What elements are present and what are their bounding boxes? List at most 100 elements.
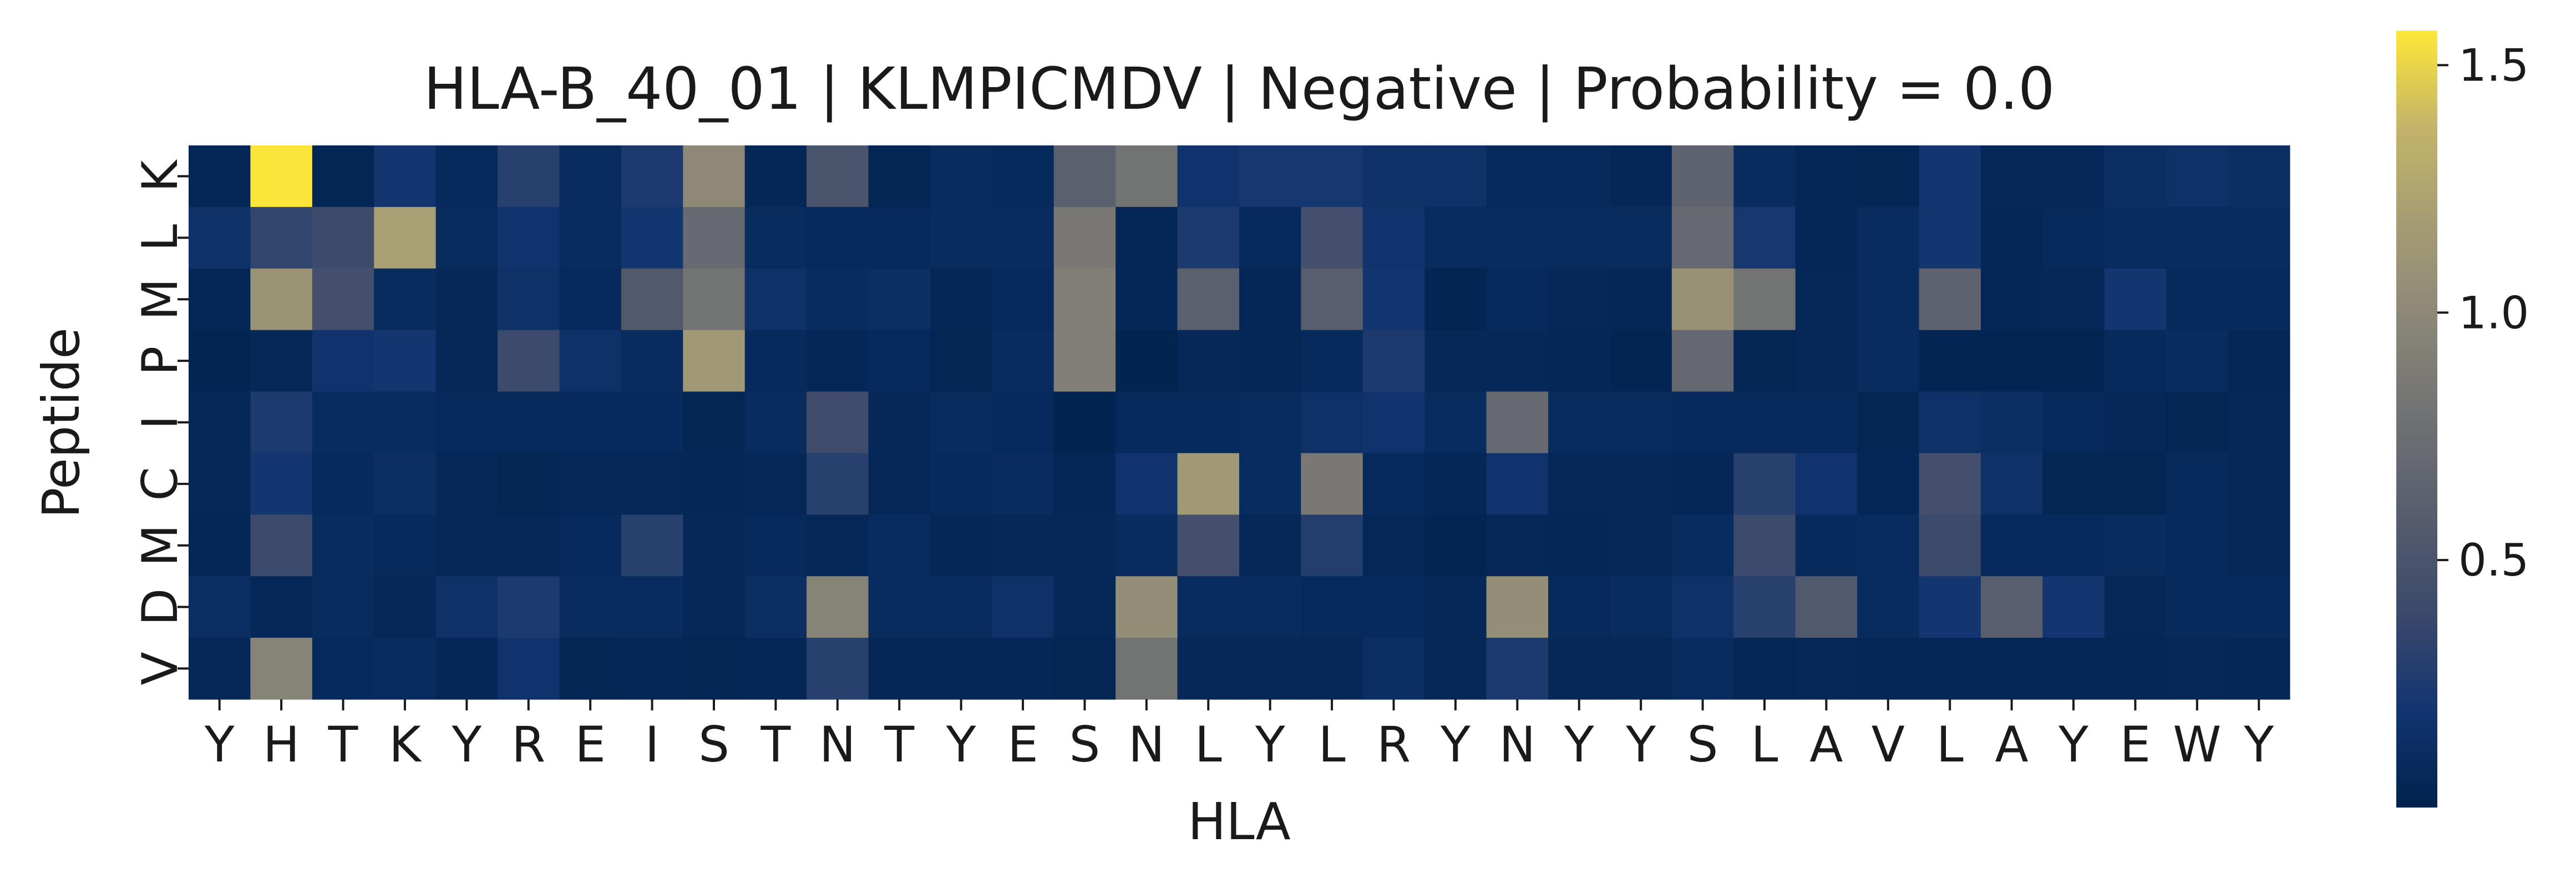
heatmap-cell-r5-c31	[2105, 453, 2167, 514]
heatmap-cell-r3-c22	[1548, 330, 1610, 392]
heatmap-cell-r7-c13	[992, 576, 1054, 638]
heatmap-cell-r3-c7	[621, 330, 683, 392]
heatmap-cell-r7-c19	[1363, 576, 1425, 638]
heatmap-cell-r0-c25	[1733, 145, 1796, 207]
heatmap-cell-r2-c7	[621, 269, 683, 330]
heatmap-cell-r5-c29	[1981, 453, 2043, 514]
heatmap-cell-r4-c31	[2105, 392, 2167, 453]
heatmap-cell-r3-c17	[1239, 330, 1301, 392]
heatmap-cell-r1-c1	[250, 207, 312, 269]
heatmap-cell-r3-c11	[869, 330, 931, 392]
heatmap-cell-r4-c23	[1610, 392, 1672, 453]
heatmap-cell-r1-c3	[374, 207, 436, 269]
heatmap-cell-r7-c31	[2105, 576, 2167, 638]
heatmap-cell-r3-c5	[498, 330, 560, 392]
x-tick-label-12: Y	[946, 716, 976, 773]
heatmap-cell-r8-c19	[1363, 638, 1425, 699]
chart-title: HLA-B_40_01 | KLMPICMDV | Negative | Pro…	[424, 55, 2055, 123]
heatmap-cell-r7-c7	[621, 576, 683, 638]
heatmap-cell-r5-c25	[1733, 453, 1796, 514]
heatmap-cell-r2-c0	[189, 269, 251, 330]
heatmap-cell-r5-c6	[559, 453, 621, 514]
heatmap-cell-r6-c10	[807, 514, 869, 576]
heatmap-cell-r0-c10	[807, 145, 869, 207]
heatmap-cell-r1-c5	[498, 207, 560, 269]
heatmap-cell-r3-c16	[1178, 330, 1240, 392]
heatmap-cell-r3-c31	[2105, 330, 2167, 392]
heatmap-cell-r0-c2	[312, 145, 374, 207]
y-tick-label-8: V	[131, 652, 189, 685]
x-tick-label-18: L	[1319, 716, 1346, 773]
heatmap-cell-r2-c19	[1363, 269, 1425, 330]
x-tick-label-19: R	[1377, 716, 1411, 773]
heatmap-cell-r7-c16	[1178, 576, 1240, 638]
x-tick-label-13: E	[1007, 716, 1038, 773]
heatmap-cell-r5-c15	[1115, 453, 1178, 514]
heatmap-cell-r8-c6	[559, 638, 621, 699]
heatmap-cell-r7-c0	[189, 576, 251, 638]
heatmap-cell-r4-c24	[1672, 392, 1734, 453]
heatmap-cell-r7-c14	[1054, 576, 1116, 638]
heatmap-cell-r8-c25	[1733, 638, 1796, 699]
heatmap-cell-r4-c7	[621, 392, 683, 453]
heatmap-cell-r8-c29	[1981, 638, 2043, 699]
heatmap-cell-r1-c2	[312, 207, 374, 269]
x-tick-label-2: T	[328, 716, 359, 773]
heatmap-cell-r3-c18	[1301, 330, 1363, 392]
heatmap-cell-r3-c21	[1487, 330, 1549, 392]
x-tick-label-32: W	[2173, 716, 2221, 773]
heatmap-cell-r2-c4	[436, 269, 498, 330]
heatmap-cell-r2-c5	[498, 269, 560, 330]
heatmap-cell-r6-c8	[683, 514, 745, 576]
heatmap-cell-r4-c19	[1363, 392, 1425, 453]
heatmap-cell-r1-c4	[436, 207, 498, 269]
heatmap-cell-r8-c32	[2166, 638, 2228, 699]
heatmap-cell-r4-c8	[683, 392, 745, 453]
heatmap-cell-r5-c30	[2042, 453, 2105, 514]
heatmap-cell-r4-c17	[1239, 392, 1301, 453]
heatmap-cell-r4-c26	[1796, 392, 1858, 453]
heatmap-cell-r8-c33	[2228, 638, 2290, 699]
heatmap-cell-r5-c7	[621, 453, 683, 514]
heatmap-cell-r0-c9	[745, 145, 807, 207]
heatmap-cell-r1-c20	[1424, 207, 1487, 269]
heatmap-cell-r3-c3	[374, 330, 436, 392]
heatmap-cell-r6-c33	[2228, 514, 2290, 576]
x-axis-label: HLA	[1188, 792, 1291, 851]
y-tick-label-1: L	[131, 224, 189, 251]
heatmap-cell-r5-c10	[807, 453, 869, 514]
heatmap-cell-r4-c32	[2166, 392, 2228, 453]
heatmap-cell-r7-c17	[1239, 576, 1301, 638]
heatmap-cell-r6-c16	[1178, 514, 1240, 576]
heatmap-cell-r2-c6	[559, 269, 621, 330]
heatmap-cell-r6-c4	[436, 514, 498, 576]
heatmap-cell-r7-c26	[1796, 576, 1858, 638]
heatmap-cell-r8-c2	[312, 638, 374, 699]
x-tick-label-31: E	[2120, 716, 2151, 773]
heatmap-cell-r8-c1	[250, 638, 312, 699]
heatmap-cell-r2-c10	[807, 269, 869, 330]
heatmap-cell-r7-c24	[1672, 576, 1734, 638]
heatmap-cell-r0-c11	[869, 145, 931, 207]
heatmap-cell-r3-c25	[1733, 330, 1796, 392]
heatmap-cell-r5-c9	[745, 453, 807, 514]
heatmap-cell-r8-c27	[1857, 638, 1919, 699]
heatmap-cell-r1-c14	[1054, 207, 1116, 269]
colorbar-tick-label-2: 1.5	[2458, 39, 2529, 91]
heatmap-cell-r7-c12	[930, 576, 992, 638]
heatmap-cell-r7-c30	[2042, 576, 2105, 638]
heatmap-cell-r6-c18	[1301, 514, 1363, 576]
heatmap-cell-r2-c25	[1733, 269, 1796, 330]
heatmap-cell-r4-c30	[2042, 392, 2105, 453]
heatmap-cell-r3-c28	[1919, 330, 1981, 392]
x-tick-label-15: N	[1128, 716, 1165, 773]
heatmap-cell-r1-c21	[1487, 207, 1549, 269]
heatmap-cell-r3-c26	[1796, 330, 1858, 392]
heatmap-cell-r5-c2	[312, 453, 374, 514]
heatmap-cell-r0-c13	[992, 145, 1054, 207]
heatmap-cell-r8-c26	[1796, 638, 1858, 699]
heatmap-cell-r2-c17	[1239, 269, 1301, 330]
heatmap-cell-r5-c19	[1363, 453, 1425, 514]
heatmap-cell-r5-c5	[498, 453, 560, 514]
